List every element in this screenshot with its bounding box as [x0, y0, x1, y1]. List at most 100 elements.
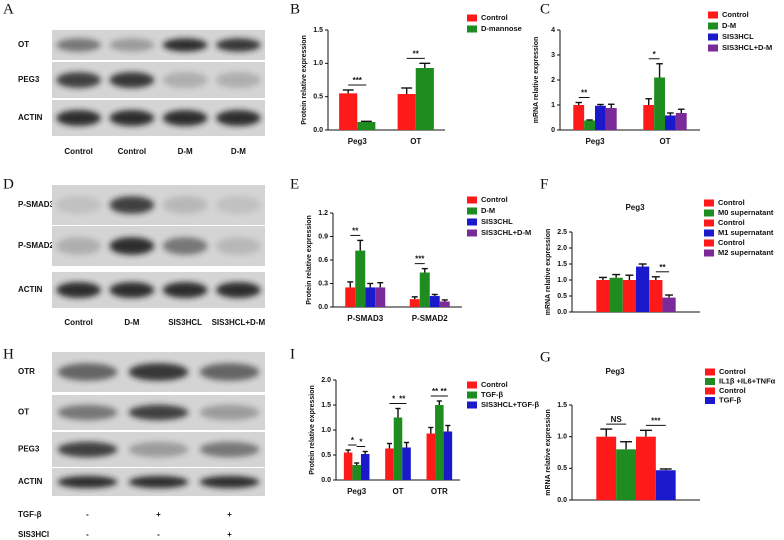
blot-row-label: OT [18, 408, 29, 417]
legend-label: IL1β +IL6+TNFα [719, 376, 776, 385]
bar [339, 93, 358, 130]
legend-swatch [467, 196, 477, 204]
legend-label: Control [481, 13, 508, 22]
chart-title: Peg3 [605, 367, 625, 376]
bar [443, 431, 453, 480]
blot-band [162, 196, 208, 214]
panel-letter: C [540, 1, 550, 17]
bar [419, 272, 430, 307]
y-tick-label: 1.0 [557, 277, 567, 284]
blot-band [162, 38, 208, 52]
blot-band [109, 196, 155, 214]
blot-band [128, 475, 189, 489]
chart-title: Peg3 [625, 203, 645, 212]
legend-label: M1 supernatant [718, 228, 774, 237]
legend-label: SIS3CHL [481, 217, 513, 226]
blot-band [199, 363, 260, 381]
condition-value: - [157, 530, 160, 539]
blot-row-label: ACTIN [18, 477, 43, 486]
bar [643, 105, 655, 130]
bar [596, 436, 617, 500]
blot-band [216, 196, 261, 214]
condition-value: + [227, 510, 232, 519]
blot-band [109, 237, 155, 255]
bar [355, 250, 366, 307]
y-axis-title: Protein relative expression [306, 215, 313, 304]
significance-label: *** [651, 416, 661, 425]
bar [415, 68, 434, 130]
y-tick-label: 1 [551, 102, 555, 109]
blot-row-label: PEG3 [18, 445, 40, 454]
legend-swatch [467, 207, 477, 215]
blot-band [109, 72, 155, 88]
legend-swatch [708, 44, 718, 52]
blot-band [57, 363, 118, 381]
legend-swatch [705, 368, 715, 376]
panel-letter: G [540, 349, 551, 365]
bar [665, 115, 676, 130]
bar [360, 454, 370, 480]
blot-band [56, 196, 101, 214]
blot-row-label: ACTIN [18, 285, 43, 294]
lane-label: D-M [178, 147, 193, 156]
bar [345, 287, 356, 307]
legend-label: SIS3CHL+D-M [481, 228, 531, 237]
bar [357, 122, 376, 130]
condition-value: - [86, 510, 89, 519]
legend-swatch [467, 218, 477, 226]
y-tick-label: 3 [551, 52, 555, 59]
legend-label: M2 supernatant [718, 248, 774, 257]
bar [439, 301, 450, 307]
y-tick-label: 1.0 [557, 434, 567, 441]
bar [675, 113, 687, 130]
y-tick-label: 4 [551, 27, 555, 34]
legend-swatch [705, 378, 715, 385]
x-tick-label: OT [659, 137, 670, 146]
significance-label: ** [432, 387, 439, 396]
panel-letter: F [540, 176, 548, 192]
significance-label: *** [415, 255, 425, 264]
y-tick-label: 1.0 [313, 60, 323, 67]
legend-label: Control [722, 10, 749, 19]
bar [343, 452, 353, 480]
bar [435, 405, 444, 480]
legend-label: D-mannose [481, 24, 522, 33]
panel-letter: D [3, 176, 14, 192]
y-tick-label: 0.0 [557, 309, 567, 316]
legend-swatch [704, 239, 714, 247]
y-tick-label: 1.5 [313, 27, 323, 34]
bar [636, 436, 656, 500]
legend-label: Control [718, 238, 745, 247]
bar [616, 449, 636, 500]
significance-label: ** [659, 263, 666, 272]
blot-band [56, 38, 101, 52]
bar [429, 296, 440, 307]
legend-label: Control [481, 195, 508, 204]
bar [654, 77, 665, 130]
y-tick-label: 0.5 [557, 465, 567, 472]
lane-label: Control [64, 147, 92, 156]
significance-label: ** [581, 89, 588, 98]
x-tick-label: OT [392, 487, 403, 496]
legend-swatch [704, 229, 714, 237]
bar [402, 447, 411, 480]
blot-band [199, 404, 260, 421]
blot-row-label: P-SMAD2 [18, 241, 55, 250]
blot-row-label: OT [18, 40, 29, 49]
blot-row-label: OTR [18, 367, 35, 376]
bar [393, 417, 403, 480]
legend-swatch [704, 249, 714, 257]
blot-band [109, 282, 155, 298]
blot-band [128, 363, 189, 381]
y-tick-label: 0.3 [318, 280, 328, 287]
legend-swatch [708, 11, 718, 19]
blot-band [216, 282, 261, 298]
bar [352, 465, 361, 480]
bar [397, 94, 416, 130]
y-tick-label: 0 [551, 127, 555, 134]
x-tick-label: P-SMAD3 [347, 314, 384, 323]
y-axis-title: mRNA relative expression [533, 37, 540, 124]
blot-band [109, 110, 155, 126]
bar [622, 280, 636, 312]
